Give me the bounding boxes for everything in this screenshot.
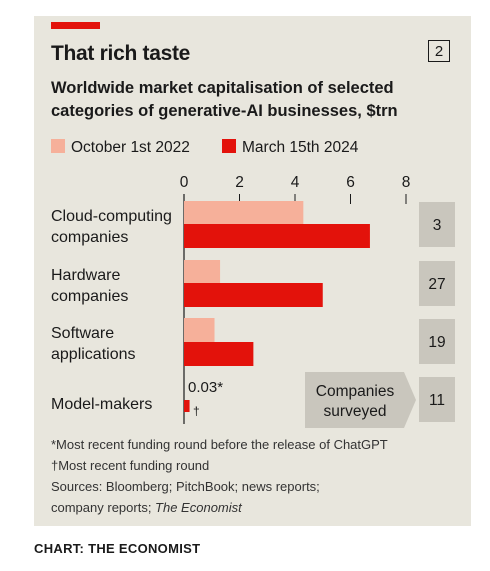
category-label-1-line-0: Hardware: [51, 267, 120, 284]
x-tick-label-4: 8: [402, 174, 411, 191]
legend-swatch-oct-2022: [51, 139, 65, 153]
bar-chart: 0 2 4 6 8 Cloud-computing companies 3 Hardware co…: [51, 174, 455, 428]
sources-line-2-text: company reports;: [51, 500, 156, 515]
chart-notes: *Most recent funding round before the re…: [51, 434, 388, 518]
category-label-2-line-0: Software: [51, 325, 114, 342]
footnote-recent-funding: †Most recent funding round: [51, 458, 210, 473]
companies-surveyed-value-3: 11: [429, 392, 445, 409]
category-label-0-line-0: Cloud-computing: [51, 208, 172, 225]
category-label-1-line-1: companies: [51, 288, 128, 305]
companies-surveyed-box-0: [419, 202, 455, 247]
chart-title: That rich taste: [51, 42, 191, 65]
sources-economist: The Economist: [155, 500, 242, 515]
red-tag: [51, 22, 100, 29]
category-label-2-line-1: applications: [51, 346, 136, 363]
x-tick-label-3: 6: [346, 174, 355, 191]
annotation-model-makers-mar: †: [193, 404, 200, 418]
companies-surveyed-label-line-0: Companies: [316, 383, 395, 400]
x-tick-label-2: 4: [291, 174, 300, 191]
legend-swatch-mar-2024: [222, 139, 236, 153]
companies-surveyed-value-0: 3: [433, 217, 442, 234]
sources-line-2: company reports; The Economist: [51, 497, 388, 518]
x-tick-label-0: 0: [180, 174, 189, 191]
companies-surveyed-callout: [305, 372, 416, 428]
bar-oct-2022-2: [184, 318, 215, 342]
sources-line-1: Sources: Bloomberg; PitchBook; news repo…: [51, 479, 320, 494]
chart-subtitle: Worldwide market capitalisation of selec…: [51, 79, 398, 120]
bar-mar-2024-2: [184, 342, 254, 366]
legend-item-oct-2022: October 1st 2022: [51, 139, 190, 157]
legend-item-mar-2024: March 15th 2024: [222, 139, 358, 157]
bar-mar-2024-0: [184, 224, 370, 248]
chart-number-box: 2: [428, 40, 450, 62]
bar-oct-2022-1: [184, 260, 221, 284]
companies-surveyed-box-1: [419, 261, 455, 306]
companies-surveyed-box-2: [419, 319, 455, 364]
annotation-model-makers-oct: 0.03*: [188, 379, 223, 396]
chart-card: That rich taste 2 Worldwide market capit…: [34, 16, 471, 526]
x-tick-label-1: 2: [235, 174, 244, 191]
legend-label-oct-2022: October 1st 2022: [71, 139, 190, 156]
companies-surveyed-label-line-1: surveyed: [324, 403, 387, 420]
legend-label-mar-2024: March 15th 2024: [242, 139, 359, 156]
bar-mar-2024-3: [184, 400, 190, 412]
chart-credit: CHART: THE ECONOMIST: [34, 541, 201, 556]
bar-mar-2024-1: [184, 283, 323, 307]
category-label-0-line-1: companies: [51, 229, 128, 246]
companies-surveyed-value-1: 27: [428, 276, 445, 293]
footnote-funding-before-chatgpt: *Most recent funding round before the re…: [51, 437, 388, 452]
category-label-3: Model-makers: [51, 396, 152, 413]
companies-surveyed-value-2: 19: [428, 334, 445, 351]
bar-oct-2022-0: [184, 201, 304, 225]
companies-surveyed-box-3: [419, 377, 455, 422]
